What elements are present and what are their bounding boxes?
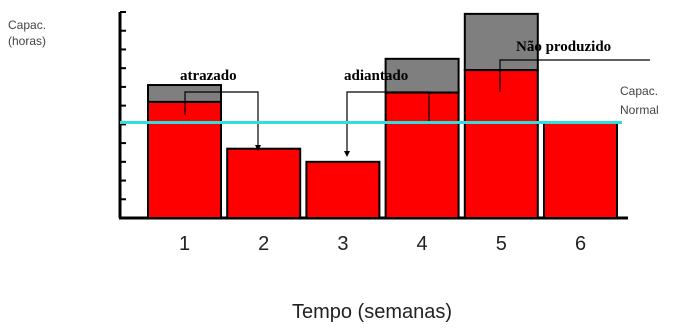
- bar-red: [226, 147, 302, 219]
- annotation-late: atrazado: [180, 68, 237, 84]
- bar-red: [147, 100, 222, 219]
- early-arrow-head: [344, 151, 350, 157]
- capacity-normal-label-line1: Capac.: [620, 84, 658, 98]
- y-axis-label-line1: Capac.: [8, 18, 46, 32]
- x-tick-label: 2: [258, 233, 269, 255]
- annotation-not-produced: Não produzido: [516, 39, 611, 55]
- bar-red: [463, 69, 539, 219]
- x-tick-label: 4: [417, 233, 428, 255]
- x-axis-label: Tempo (semanas): [292, 301, 452, 323]
- late-arrow-line: [184, 91, 259, 146]
- x-tick-label: 1: [179, 233, 190, 255]
- capacity-normal-label-line2: Normal: [620, 103, 659, 117]
- y-axis-label-line2: (horas): [8, 34, 46, 48]
- bar-red: [543, 121, 618, 219]
- bar-red: [384, 91, 460, 219]
- y-axis-ticks: [120, 11, 126, 219]
- bars-group: [147, 12, 618, 219]
- x-tick-label: 6: [575, 233, 586, 255]
- late-arrow-head: [255, 145, 261, 151]
- bar-red: [305, 160, 381, 219]
- x-tick-label: 5: [496, 233, 507, 255]
- bar-gray: [463, 12, 539, 72]
- bar-gray: [384, 57, 460, 94]
- annotation-early: adiantado: [344, 68, 408, 84]
- x-tick-label: 3: [337, 233, 348, 255]
- x-tick-labels: 1 2 3 4 5 6: [179, 233, 586, 255]
- not-produced-line: [499, 59, 650, 92]
